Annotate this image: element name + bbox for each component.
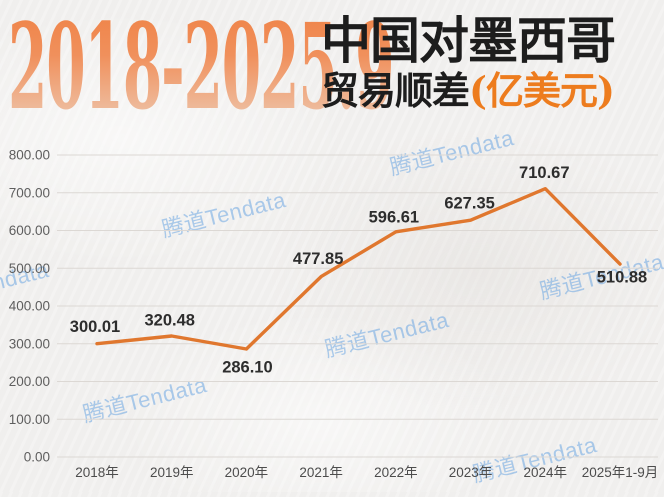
page-title-period: 2018-2025.9 [8, 0, 395, 136]
value-label: 627.35 [444, 195, 494, 213]
value-label: 300.01 [70, 318, 120, 336]
y-tick-label: 100.00 [9, 412, 50, 427]
chart-canvas: 0.00 100.00 200.00 300.00 400.00 500.00 600.00… [9, 148, 659, 481]
x-tick-label: 2019年 [150, 465, 194, 480]
y-tick-label: 800.00 [9, 148, 50, 163]
x-tick-label: 2023年 [449, 465, 493, 480]
y-tick-label: 700.00 [9, 185, 50, 200]
y-tick-label: 300.00 [9, 336, 50, 351]
y-tick-label: 600.00 [9, 223, 50, 238]
x-tick-label: 2024年 [524, 465, 568, 480]
y-tick-label: 200.00 [9, 374, 50, 389]
value-label: 477.85 [293, 250, 343, 268]
y-tick-label: 500.00 [9, 261, 50, 276]
page-title-line2: 贸易顺差(亿美元) [321, 71, 664, 111]
trade-surplus-line-chart: 0.00 100.00 200.00 300.00 400.00 500.00 600.00… [0, 130, 664, 492]
x-tick-label: 2025年1-9月 [582, 465, 659, 480]
page-title-line1: 中国对墨西哥 [321, 11, 616, 70]
page-title-unit: (亿美元) [469, 68, 615, 113]
value-label: 596.61 [369, 208, 419, 226]
y-tick-label: 400.00 [9, 299, 50, 314]
page-title: 中国对墨西哥 贸易顺差(亿美元) [321, 14, 664, 111]
x-tick-label: 2018年 [75, 465, 119, 480]
x-tick-label: 2021年 [299, 465, 343, 480]
value-label: 286.10 [222, 358, 272, 376]
value-label: 510.88 [597, 269, 647, 287]
value-label: 710.67 [519, 164, 569, 182]
page-title-subject: 贸易顺差 [321, 68, 470, 113]
x-tick-label: 2022年 [374, 465, 418, 480]
trend-line [95, 187, 622, 351]
y-tick-label: 0.00 [24, 450, 50, 465]
value-label: 320.48 [144, 312, 194, 330]
x-tick-label: 2020年 [225, 465, 269, 480]
